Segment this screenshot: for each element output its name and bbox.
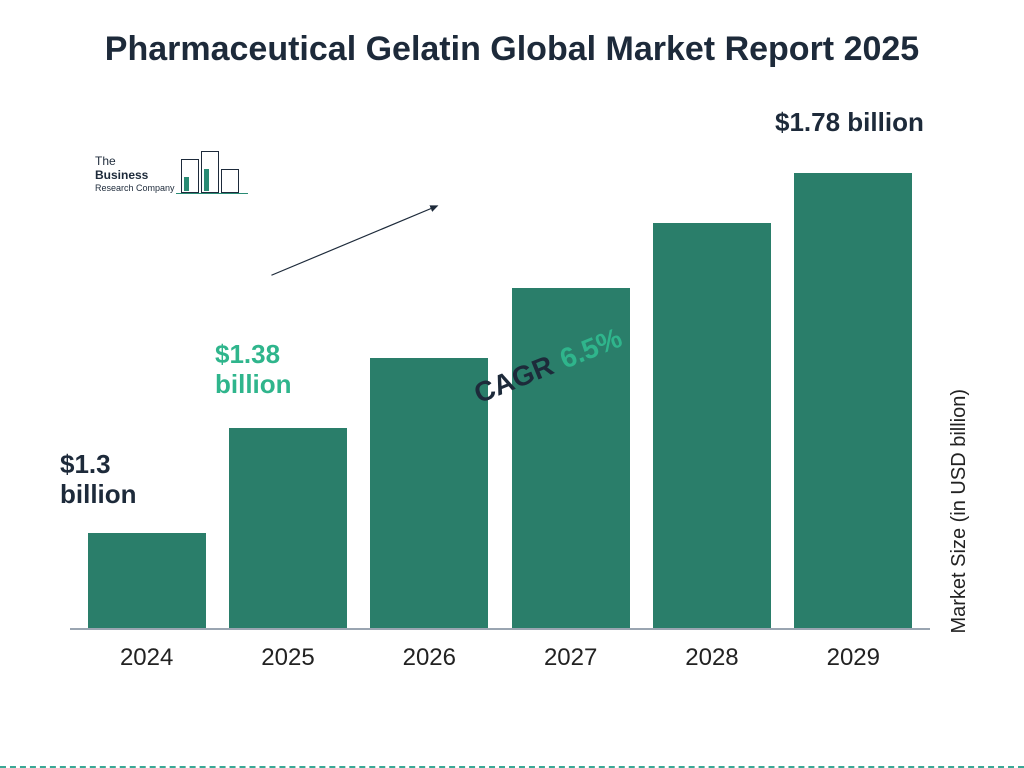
bar-col: [228, 428, 348, 628]
x-axis-labels: 2024 2025 2026 2027 2028 2029: [70, 644, 930, 672]
xlabel: 2024: [87, 644, 207, 672]
y-axis-label: Market Size (in USD billion): [949, 389, 972, 634]
value-label-2025: $1.38 billion: [215, 340, 335, 400]
value-label-2029: $1.78 billion: [775, 108, 924, 138]
xlabel: 2026: [369, 644, 489, 672]
bar-col: [652, 223, 772, 628]
xlabel: 2025: [228, 644, 348, 672]
bar-col: [793, 173, 913, 628]
bar-2024: [88, 533, 206, 628]
bar-2025: [229, 428, 347, 628]
chart-title: Pharmaceutical Gelatin Global Market Rep…: [0, 28, 1024, 71]
xlabel: 2028: [652, 644, 772, 672]
bar-2029: [794, 173, 912, 628]
arrow-line: [271, 206, 437, 275]
bar-col: [87, 533, 207, 628]
xlabel: 2029: [793, 644, 913, 672]
chart-area: 2024 2025 2026 2027 2028 2029 CAGR 6.5% …: [70, 150, 950, 680]
value-label-2024: $1.3 billion: [60, 450, 180, 510]
xlabel: 2027: [511, 644, 631, 672]
bar-2028: [653, 223, 771, 628]
